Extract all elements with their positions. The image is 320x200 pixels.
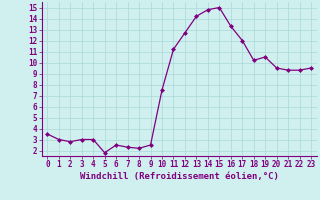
X-axis label: Windchill (Refroidissement éolien,°C): Windchill (Refroidissement éolien,°C) [80, 172, 279, 181]
